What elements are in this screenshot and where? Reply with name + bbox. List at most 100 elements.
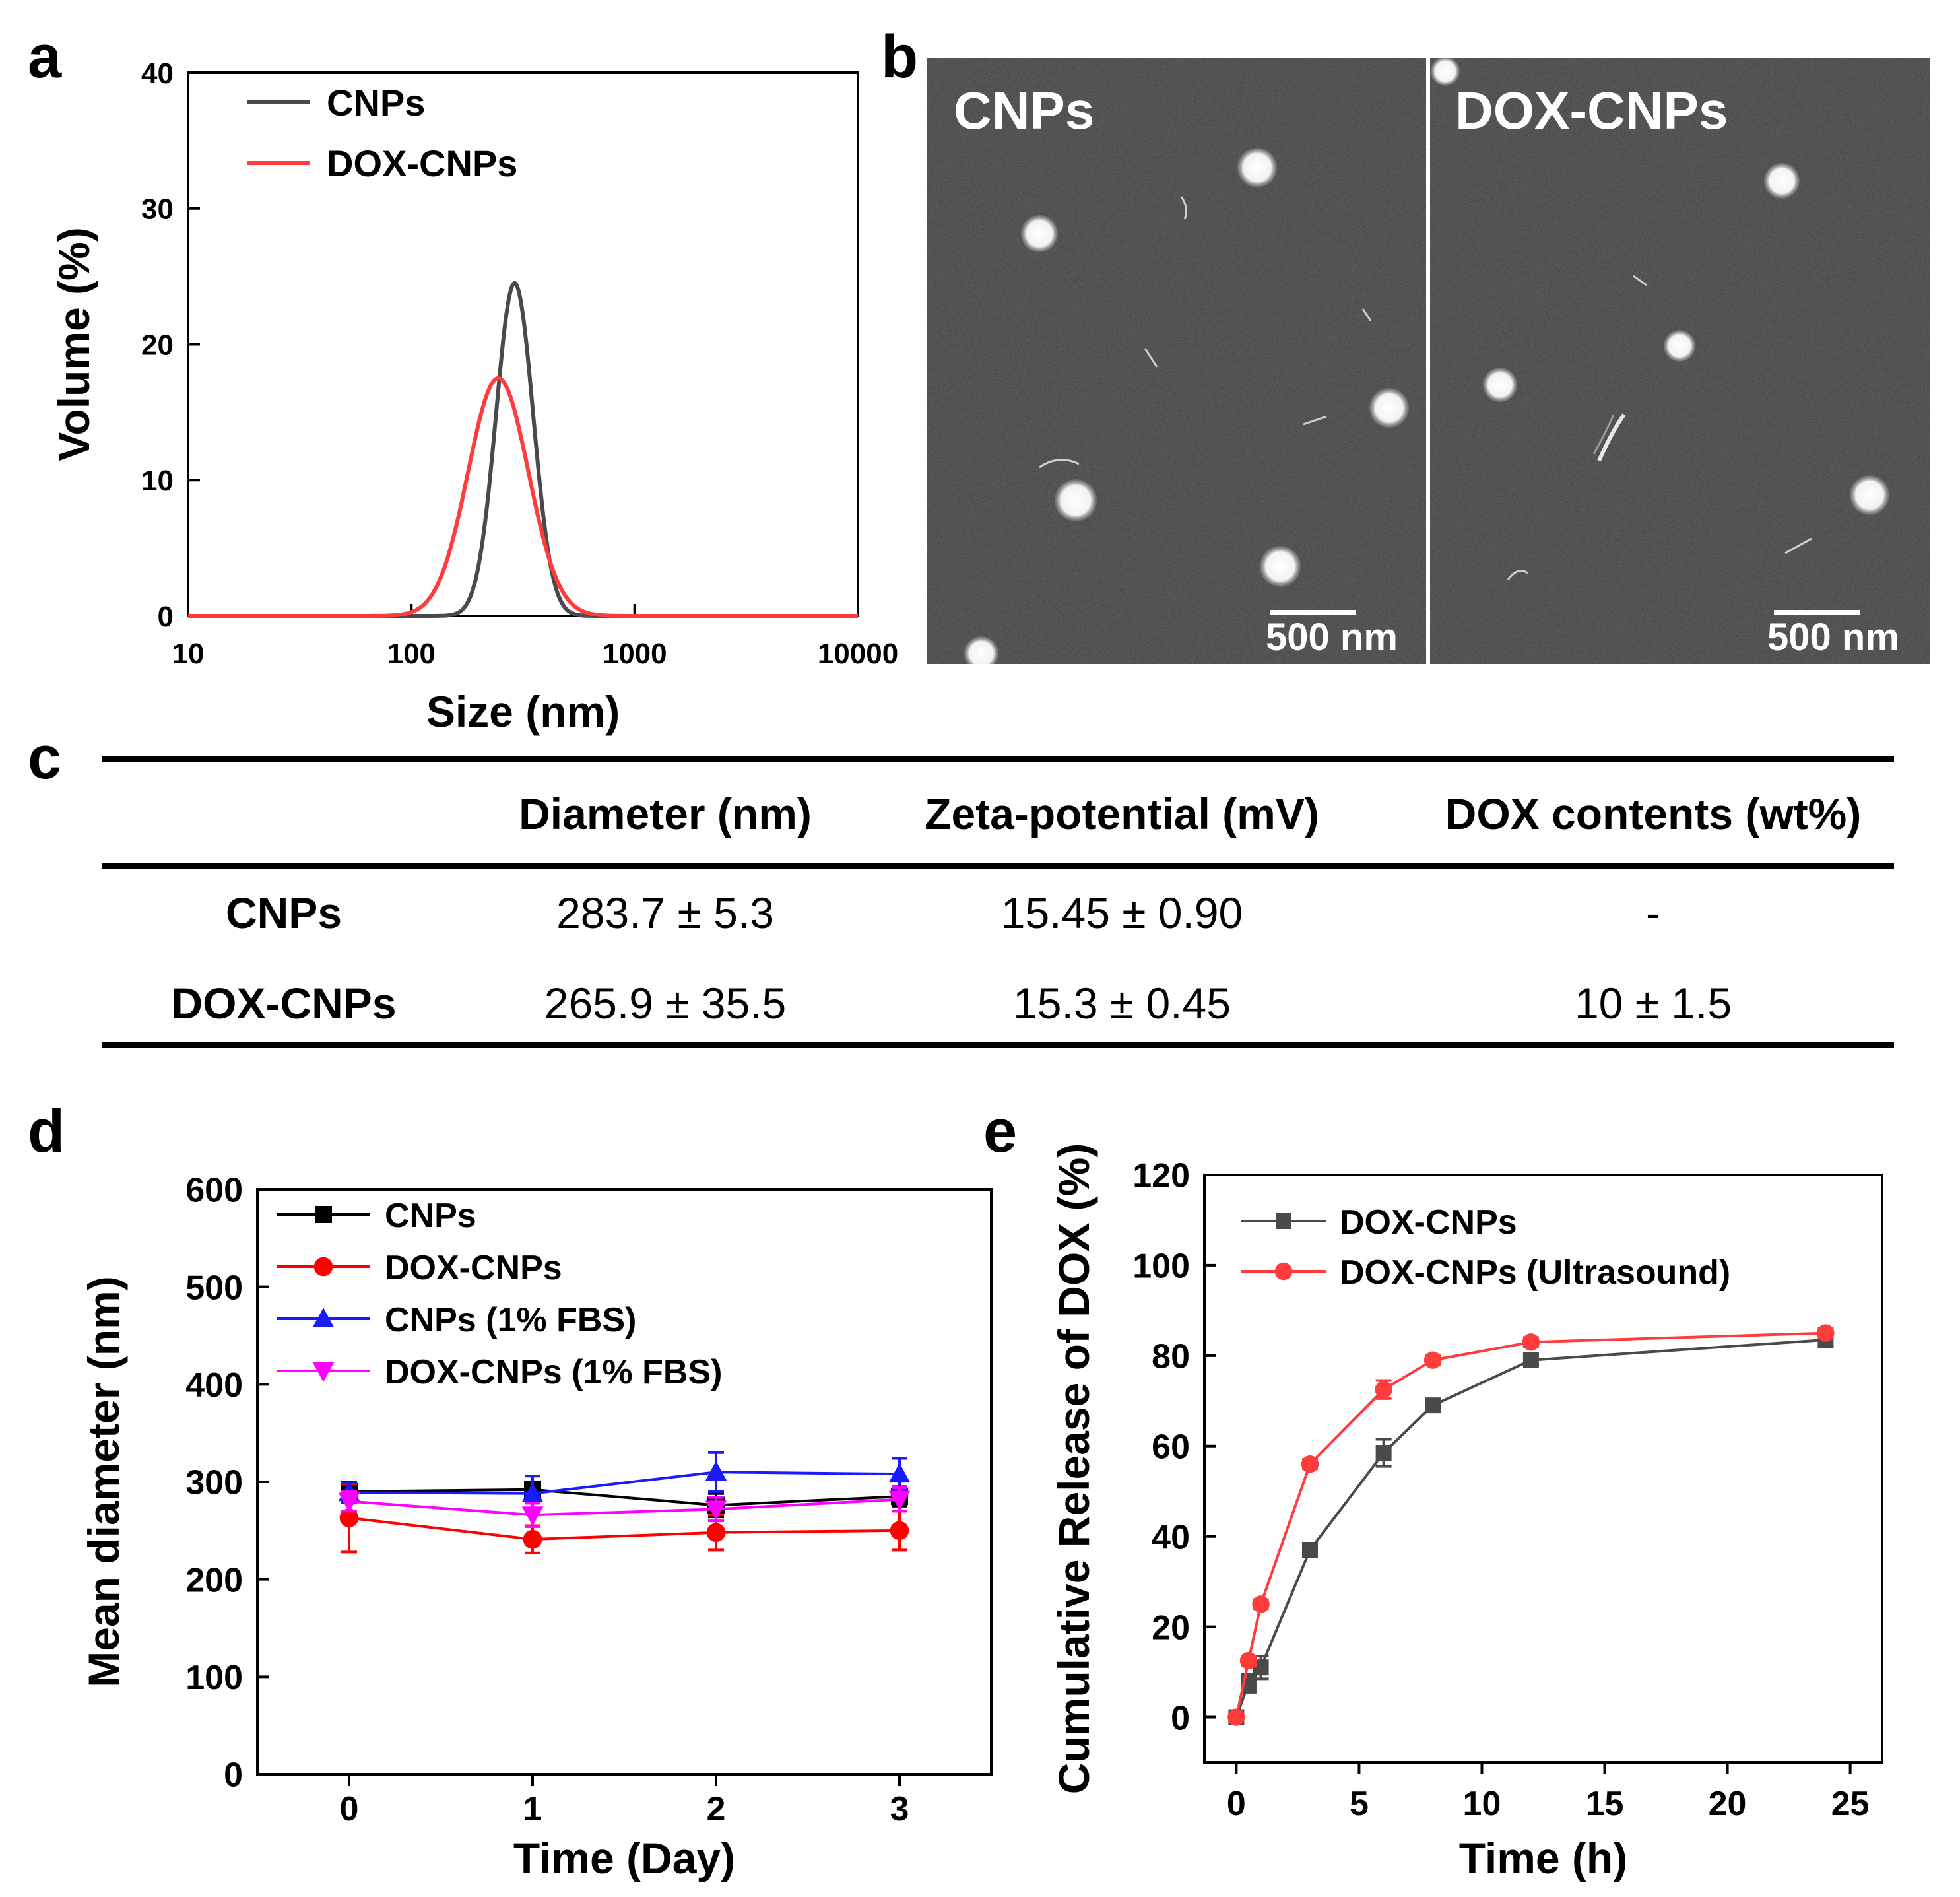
data-point [890,1521,909,1541]
data-point [1423,1351,1442,1369]
tem-micrographs [927,57,1930,671]
x-tick-label: 15 [1586,1785,1624,1823]
y-tick-label: 100 [1132,1248,1190,1286]
y-tick-label: 300 [185,1464,243,1502]
y-tick-label: 20 [141,329,174,361]
x-tick-label: 1 [523,1790,542,1828]
y-tick-label: 20 [1152,1609,1190,1647]
y-tick-label: 0 [158,601,174,633]
data-point [1252,1595,1270,1613]
table-cell-diameter: 283.7 ± 5.3 [556,888,774,937]
series-line [1235,1331,1826,1717]
table-cell-zeta: 15.3 ± 0.45 [1013,979,1231,1028]
table-cell-dox: - [1646,888,1660,937]
table-header-rule [102,863,1894,869]
x-tick-label: 2 [707,1790,726,1828]
series-line [1235,1338,1826,1718]
x-tick-label: 100 [387,638,436,670]
table-cell-dox: 10 ± 1.5 [1574,979,1732,1028]
data-point [1276,1213,1291,1229]
scale-bar-label-left: 500 nm [1266,616,1398,659]
tem-divider [1426,58,1430,664]
data-point [1239,1651,1258,1670]
x-tick-label: 20 [1709,1785,1747,1823]
y-tick-label: 200 [185,1561,243,1599]
x-axis-title: Time (Day) [513,1834,735,1882]
panel-letter-b: b [881,23,919,90]
scale-bar-label-right: 500 nm [1767,616,1899,659]
x-tick-label: 10 [1463,1785,1501,1823]
data-point [705,1461,727,1481]
data-point [1227,1708,1245,1726]
data-point [521,1506,544,1527]
panel-letter-e: e [983,1098,1018,1165]
series-line [348,1498,900,1517]
table-header-diameter: Diameter (nm) [519,789,812,838]
data-point [312,1362,335,1382]
table-row-name: DOX-CNPs [171,979,397,1028]
chart-dox-release: 0 20 40 60 80 100 120 0 5 10 15 20 25 Time (h) Cumulat… [1049,1143,1883,1882]
y-tick-label: 40 [141,57,174,90]
y-tick-label: 0 [224,1756,243,1795]
panel-letter-d: d [28,1098,65,1165]
data-point [706,1523,726,1543]
x-axis-title: Time (h) [1459,1834,1627,1882]
y-tick-label: 120 [1132,1157,1190,1195]
scale-bar-right [1774,610,1860,615]
table-top-rule [102,756,1894,762]
table-cell-zeta: 15.45 ± 0.90 [1000,888,1243,937]
y-tick-label: 0 [1171,1699,1190,1737]
chart-mean-diameter: 0 100 200 300 400 500 600 0 1 2 3 Time (Day) Mean di… [79,1172,993,1882]
data-point [312,1308,335,1327]
data-point [521,1482,544,1502]
data-point [1425,1397,1441,1414]
panel-letter-c: c [28,724,62,791]
legend-label: DOX-CNPs [1340,1203,1517,1242]
legend-label: DOX-CNPs (Ultrasound) [1340,1253,1730,1292]
data-point [315,1206,332,1223]
legend-label: CNPs [327,82,425,123]
tem-panel [927,57,1930,671]
table-row-name: CNPs [225,888,343,937]
data-point [1522,1352,1539,1368]
y-tick-label: 400 [185,1366,243,1405]
data-point [888,1490,911,1511]
y-tick-label: 100 [185,1659,243,1697]
data-point [1817,1324,1835,1342]
table-cell-diameter: 265.9 ± 35.5 [544,979,787,1028]
y-tick-label: 10 [141,465,174,497]
y-tick-label: 80 [1152,1338,1190,1376]
series-line [188,376,858,618]
x-tick-label: 5 [1350,1785,1369,1823]
series-line [348,1471,900,1495]
data-point [1375,1445,1392,1461]
table-bottom-rule [102,1042,1894,1048]
tem-right-particles [1431,57,1889,580]
tem-left-label: CNPs [954,81,1095,140]
y-axis-title: Cumulative Release of DOX (%) [1049,1143,1098,1795]
table-header-zeta: Zeta-potential (mV) [925,789,1319,838]
data-point [339,1508,359,1527]
data-point [1301,1455,1319,1473]
legend-label: CNPs (1% FBS) [385,1301,636,1339]
y-tick-label: 500 [185,1269,243,1307]
y-tick-label: 40 [1152,1518,1190,1556]
x-tick-label: 3 [890,1790,909,1828]
panel-letter-a: a [28,23,62,90]
y-tick-label: 60 [1152,1428,1190,1466]
data-point [1522,1333,1540,1351]
x-tick-label: 25 [1831,1785,1870,1823]
x-axis-title: Size (nm) [426,687,620,736]
legend-label: CNPs [385,1197,476,1235]
y-axis-title: Mean diameter (nm) [79,1276,128,1687]
data-point [1375,1380,1392,1399]
series-line [348,1516,900,1541]
tem-left-particles [964,148,1409,671]
table-header-dox: DOX contents (wt%) [1445,789,1862,838]
legend-label: DOX-CNPs (1% FBS) [385,1353,722,1391]
scale-bar-left [1270,610,1356,615]
data-point [338,1492,360,1513]
y-axis-title: Volume (%) [49,227,98,461]
data-point [1302,1542,1319,1558]
y-tick-label: 30 [141,193,174,226]
